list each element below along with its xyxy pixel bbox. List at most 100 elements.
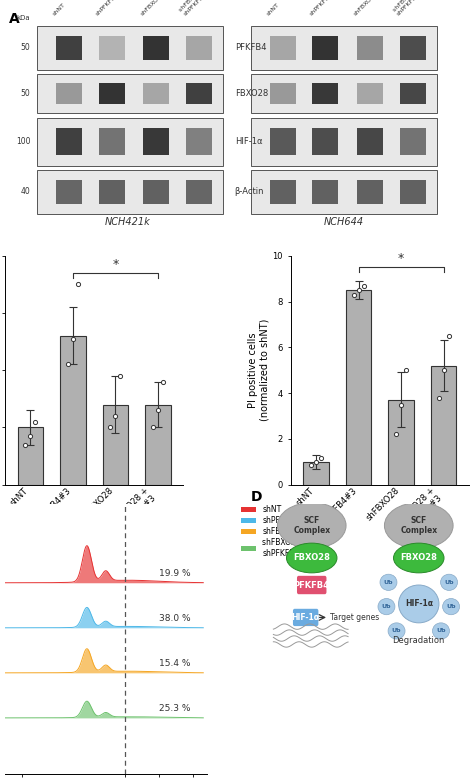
Y-axis label: PI positive cells
(normalized to shNT): PI positive cells (normalized to shNT)	[248, 319, 270, 421]
Text: Ub: Ub	[447, 604, 456, 609]
Bar	[400, 128, 426, 155]
Text: D: D	[251, 490, 263, 504]
Bar	[270, 180, 295, 204]
Bar	[99, 83, 125, 104]
Text: Ub: Ub	[392, 629, 401, 633]
Bar	[99, 180, 125, 204]
Bar	[37, 117, 223, 166]
Text: SCF
Complex: SCF Complex	[400, 516, 438, 535]
Text: 19.9 %: 19.9 %	[159, 569, 191, 578]
Text: SCF
Complex: SCF Complex	[293, 516, 330, 535]
Bar	[346, 290, 372, 485]
Bar	[186, 128, 212, 155]
Text: shFBXO28 +
shPFKFB4#3: shFBXO28 + shPFKFB4#3	[392, 0, 428, 17]
Text: NCH644: NCH644	[324, 217, 364, 228]
Text: 50: 50	[20, 43, 30, 52]
Bar	[357, 36, 383, 59]
Ellipse shape	[380, 574, 397, 590]
FancyBboxPatch shape	[297, 576, 327, 594]
Legend: shNT, shPFKFB4#3, shFBXO28, shFBXO28 +
shPFKFB4#3: shNT, shPFKFB4#3, shFBXO28, shFBXO28 + s…	[238, 502, 314, 561]
Ellipse shape	[443, 598, 460, 615]
Ellipse shape	[277, 503, 346, 548]
Text: shPFKFB4#3: shPFKFB4#3	[95, 0, 127, 17]
Bar	[251, 170, 437, 213]
Bar	[400, 83, 426, 104]
Ellipse shape	[432, 622, 449, 639]
Text: β-Actin: β-Actin	[235, 188, 264, 196]
Text: A: A	[9, 13, 20, 27]
Text: PFKFB4: PFKFB4	[235, 43, 266, 52]
Bar	[357, 180, 383, 204]
Bar	[251, 74, 437, 113]
Text: kDa: kDa	[17, 15, 30, 21]
Bar	[56, 128, 82, 155]
Text: shFBXO28: shFBXO28	[140, 0, 166, 17]
Text: shFBXO28 +
shPFKFB4#3: shFBXO28 + shPFKFB4#3	[178, 0, 214, 17]
Ellipse shape	[286, 543, 337, 573]
Bar	[270, 36, 295, 59]
Bar	[312, 36, 338, 59]
Bar	[143, 180, 169, 204]
Bar	[400, 36, 426, 59]
Ellipse shape	[388, 622, 405, 639]
Bar	[145, 404, 171, 485]
Bar	[312, 180, 338, 204]
Bar	[388, 400, 414, 485]
Text: Target genes: Target genes	[330, 613, 380, 622]
Bar	[56, 180, 82, 204]
Bar	[99, 128, 125, 155]
Text: FBXO28: FBXO28	[401, 554, 437, 562]
Bar	[37, 170, 223, 213]
Bar	[143, 36, 169, 59]
Bar	[303, 461, 329, 485]
Bar	[56, 36, 82, 59]
Bar	[186, 83, 212, 104]
Text: 40: 40	[20, 188, 30, 196]
Bar	[60, 336, 86, 485]
Bar	[37, 26, 223, 70]
Bar	[143, 128, 169, 155]
Text: Ub: Ub	[436, 629, 446, 633]
Bar	[312, 83, 338, 104]
Bar	[186, 180, 212, 204]
Ellipse shape	[378, 598, 395, 615]
Bar	[251, 26, 437, 70]
Bar	[37, 74, 223, 113]
Text: shFBXO28: shFBXO28	[353, 0, 379, 17]
Text: Ub: Ub	[444, 579, 454, 585]
Ellipse shape	[384, 503, 453, 548]
Bar	[99, 36, 125, 59]
Text: *: *	[112, 258, 118, 271]
Text: HIF-1α: HIF-1α	[235, 137, 262, 146]
Ellipse shape	[399, 585, 439, 622]
Bar	[102, 404, 128, 485]
Bar	[270, 83, 295, 104]
Text: *: *	[398, 252, 404, 265]
Bar	[357, 83, 383, 104]
Text: Degradation: Degradation	[392, 637, 445, 645]
Text: HIF-1α: HIF-1α	[292, 613, 319, 622]
Bar	[400, 180, 426, 204]
Bar	[56, 83, 82, 104]
Bar	[312, 128, 338, 155]
Bar	[270, 128, 295, 155]
Text: 25.3 %: 25.3 %	[159, 705, 190, 713]
Text: NCH421k: NCH421k	[105, 217, 151, 228]
Text: shNT: shNT	[266, 2, 281, 17]
Ellipse shape	[393, 543, 444, 573]
FancyBboxPatch shape	[293, 609, 319, 626]
Bar	[431, 366, 456, 485]
Text: 100: 100	[16, 137, 30, 146]
Text: PFKFB4: PFKFB4	[294, 580, 330, 590]
Bar	[251, 117, 437, 166]
Text: FBXO28: FBXO28	[293, 554, 330, 562]
Text: HIF-1α: HIF-1α	[405, 600, 433, 608]
Text: FBXO28: FBXO28	[235, 89, 268, 98]
Bar	[18, 428, 43, 485]
Text: Ub: Ub	[384, 579, 393, 585]
Text: 38.0 %: 38.0 %	[159, 615, 191, 623]
Text: Ub: Ub	[382, 604, 391, 609]
Text: shPFKFB4#3: shPFKFB4#3	[309, 0, 340, 17]
Bar	[143, 83, 169, 104]
Ellipse shape	[440, 574, 457, 590]
